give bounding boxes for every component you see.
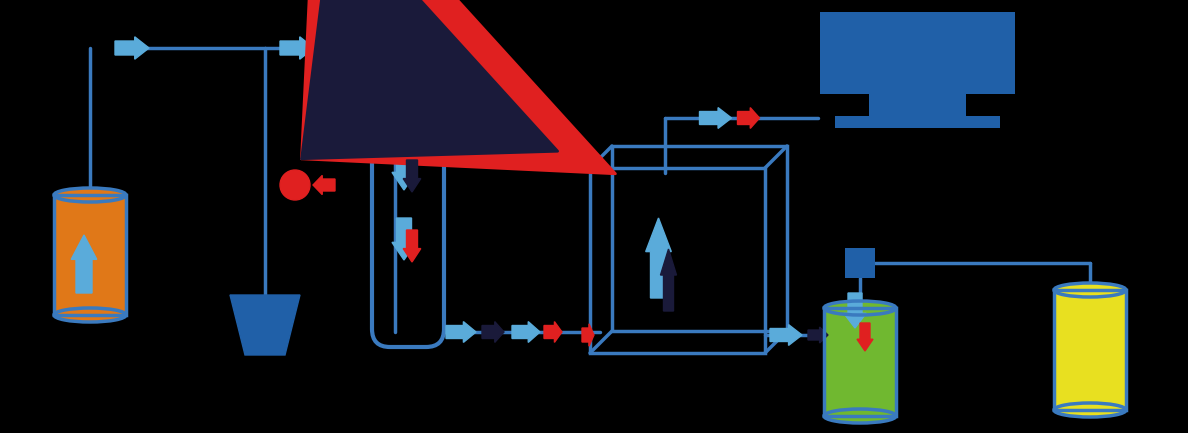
Bar bbox=[824, 308, 896, 416]
Bar bbox=[824, 308, 896, 416]
FancyArrow shape bbox=[115, 37, 148, 59]
FancyArrow shape bbox=[482, 322, 504, 343]
FancyArrow shape bbox=[403, 160, 421, 192]
Bar bbox=[1054, 290, 1126, 410]
FancyArrow shape bbox=[843, 293, 866, 328]
FancyArrow shape bbox=[320, 37, 342, 59]
FancyArrow shape bbox=[808, 327, 828, 343]
Polygon shape bbox=[230, 295, 301, 355]
Bar bbox=[868, 94, 966, 116]
FancyArrow shape bbox=[512, 322, 541, 343]
FancyArrow shape bbox=[770, 325, 802, 346]
FancyArrow shape bbox=[700, 107, 732, 129]
Bar bbox=[835, 116, 1000, 128]
Bar bbox=[1054, 290, 1126, 410]
FancyArrow shape bbox=[312, 175, 335, 194]
Bar bbox=[845, 248, 876, 278]
FancyArrow shape bbox=[392, 218, 416, 260]
Ellipse shape bbox=[280, 170, 310, 200]
Ellipse shape bbox=[53, 188, 126, 202]
FancyArrow shape bbox=[544, 322, 562, 343]
FancyArrow shape bbox=[857, 323, 873, 351]
FancyArrow shape bbox=[738, 107, 759, 129]
FancyArrow shape bbox=[646, 218, 671, 298]
Bar bbox=[590, 168, 765, 353]
FancyArrow shape bbox=[403, 230, 421, 262]
Bar bbox=[53, 195, 126, 315]
FancyArrow shape bbox=[280, 37, 314, 59]
FancyArrow shape bbox=[392, 148, 416, 190]
Ellipse shape bbox=[824, 301, 896, 315]
Ellipse shape bbox=[824, 409, 896, 423]
Bar bbox=[820, 12, 1015, 94]
Ellipse shape bbox=[1054, 283, 1126, 297]
FancyArrow shape bbox=[661, 249, 676, 311]
Ellipse shape bbox=[1054, 403, 1126, 417]
Ellipse shape bbox=[53, 308, 126, 322]
FancyArrow shape bbox=[582, 324, 594, 346]
Bar bbox=[53, 195, 126, 315]
FancyArrow shape bbox=[71, 235, 96, 293]
FancyArrow shape bbox=[446, 322, 476, 343]
